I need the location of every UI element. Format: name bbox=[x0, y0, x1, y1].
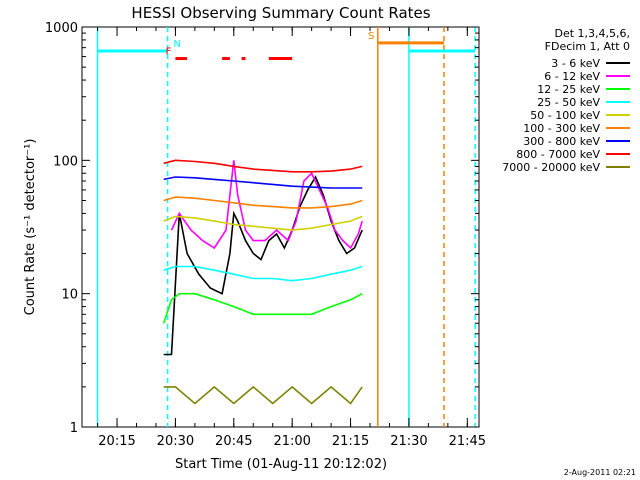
x-tick-label: 21:30 bbox=[390, 434, 427, 449]
series-line-1 bbox=[170, 160, 363, 250]
legend-header-1: Det 1,3,4,5,6, bbox=[554, 27, 630, 40]
legend: Det 1,3,4,5,6, FDecim 1, Att 0 3 - 6 keV… bbox=[502, 27, 630, 174]
x-axis-label: Start Time (01-Aug-11 20:12:02) bbox=[175, 457, 387, 472]
flag-label-S: S bbox=[368, 31, 374, 42]
footer-timestamp: 2-Aug-2011 02:21 bbox=[564, 468, 636, 477]
series-line-6 bbox=[163, 176, 363, 189]
y-tick-label: 1000 bbox=[45, 21, 78, 36]
series-line-3 bbox=[163, 265, 363, 282]
series-line-5 bbox=[163, 196, 363, 209]
chart-title: HESSI Observing Summary Count Rates bbox=[131, 4, 430, 22]
legend-label-7: 800 - 7000 keV bbox=[516, 148, 600, 161]
x-tick-label: 20:30 bbox=[157, 434, 194, 449]
series-line-4 bbox=[163, 215, 363, 231]
y-axis-label: Count Rate (s⁻¹ detector⁻¹) bbox=[23, 139, 38, 316]
flag-label-N: N bbox=[173, 39, 180, 50]
y-tick-label: 100 bbox=[53, 154, 78, 169]
y-tick-label: 10 bbox=[61, 288, 78, 303]
x-tick-label: 20:15 bbox=[98, 434, 135, 449]
series-line-8 bbox=[163, 385, 363, 405]
axes: 1 10 100 1000 20:15 20:30 20:45 21:00 21:15 21:30… bbox=[45, 21, 486, 449]
legend-label-5: 100 - 300 keV bbox=[523, 122, 600, 135]
legend-label-8: 7000 - 20000 keV bbox=[502, 161, 600, 174]
x-tick-label: 21:15 bbox=[332, 434, 369, 449]
legend-label-1: 6 - 12 keV bbox=[544, 70, 600, 83]
series-line-2 bbox=[162, 292, 363, 324]
y-tick-label: 1 bbox=[70, 421, 78, 436]
x-tick-label: 21:45 bbox=[449, 434, 486, 449]
legend-header-2: FDecim 1, Att 0 bbox=[545, 40, 630, 53]
flag-label-F: F bbox=[166, 47, 172, 58]
x-tick-label: 21:00 bbox=[273, 434, 310, 449]
legend-label-4: 50 - 100 keV bbox=[530, 109, 600, 122]
series-line-7 bbox=[163, 159, 363, 173]
legend-label-6: 300 - 800 keV bbox=[523, 135, 600, 148]
legend-label-0: 3 - 6 keV bbox=[551, 57, 600, 70]
legend-label-2: 12 - 25 keV bbox=[537, 83, 600, 96]
x-tick-label: 20:45 bbox=[215, 434, 252, 449]
plot-frame bbox=[81, 26, 480, 428]
legend-label-3: 25 - 50 keV bbox=[537, 96, 600, 109]
plot-content: NF S bbox=[96, 27, 476, 427]
